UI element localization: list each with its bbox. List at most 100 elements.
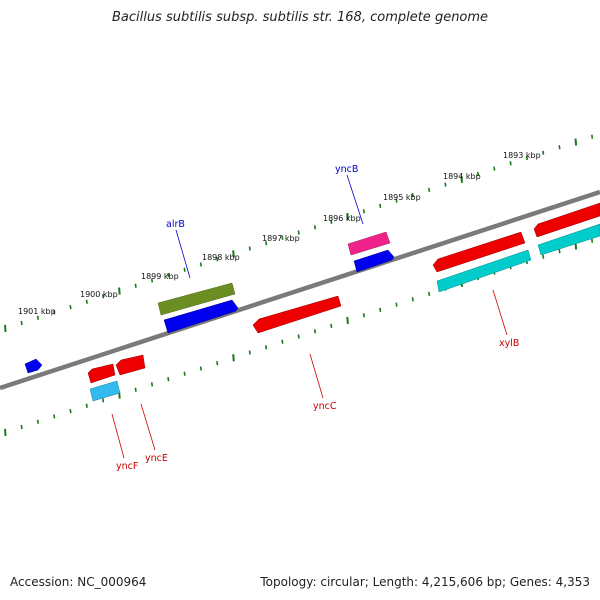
forward-scale-tick — [199, 262, 202, 267]
forward-scale-tick — [297, 230, 300, 235]
reverse-scale-tick — [134, 387, 137, 392]
gene-label-alrB: alrB — [166, 219, 185, 230]
reverse-features — [87, 202, 600, 402]
gene-label-yncF: yncF — [116, 461, 138, 472]
forward-scale-tick — [379, 203, 382, 209]
callout-line-yncF — [111, 413, 125, 459]
forward-scale-tick — [118, 287, 121, 295]
forward-scale-tick — [476, 171, 480, 177]
reverse-scale-tick — [330, 323, 333, 329]
accession-label: Accession: NC_000964 — [10, 575, 147, 589]
forward-scale-tick — [395, 198, 398, 203]
forward-scale-tick — [444, 182, 447, 187]
reverse-scale-tick — [85, 403, 88, 408]
genome-title: Bacillus subtilis subsp. subtilis str. 1… — [111, 10, 489, 25]
callout-line-xylB — [492, 289, 508, 336]
reverse-scale-tick — [199, 366, 202, 371]
reverse-scale-tick — [4, 428, 7, 436]
forward-scale-tick — [330, 219, 333, 225]
forward-scale-tick — [53, 310, 56, 315]
scale-label: 1900 kbp — [80, 290, 118, 299]
callout-line-yncE — [140, 403, 156, 451]
gene-label-yncC: yncC — [313, 401, 337, 412]
reverse-scale-tick — [395, 302, 398, 307]
reverse-scale-tick — [216, 360, 219, 366]
forward-features — [24, 231, 395, 374]
topology-summary: Topology: circular; Length: 4,215,606 bp… — [260, 575, 590, 589]
forward-scale-tick — [509, 161, 512, 166]
reverse-scale-tick — [232, 354, 235, 362]
forward-scale-ticks — [4, 134, 594, 332]
reverse-scale-tick — [362, 313, 365, 318]
scale-label: 1898 kbp — [202, 253, 240, 262]
gene-block-right-gene[interactable] — [537, 223, 600, 256]
forward-scale-tick — [460, 175, 463, 183]
callout-line-yncC — [309, 353, 324, 399]
gene-block-right-cds[interactable] — [533, 202, 600, 238]
forward-scale-tick — [20, 320, 23, 326]
gene-block-yncF-small[interactable] — [89, 380, 121, 402]
reverse-scale-tick — [183, 371, 186, 376]
gene-block-yncC-cds[interactable] — [252, 295, 342, 334]
reverse-scale-tick — [69, 408, 72, 414]
gene-label-xylB: xylB — [499, 338, 519, 349]
gene-block-yncE-cds[interactable] — [115, 354, 146, 376]
gene-label-yncB: yncB — [335, 164, 358, 175]
forward-scale-tick — [574, 138, 578, 146]
forward-scale-tick — [542, 150, 545, 155]
forward-scale-tick — [102, 294, 105, 299]
reverse-scale-tick — [248, 350, 251, 355]
reverse-scale-tick — [379, 307, 382, 313]
gene-block-yncF-cds[interactable] — [87, 363, 116, 384]
reverse-scale-tick — [150, 382, 154, 387]
forward-scale-tick — [134, 283, 137, 288]
scale-label: 1895 kbp — [383, 193, 421, 202]
reverse-scale-tick — [346, 316, 349, 325]
callout-lines — [111, 174, 508, 459]
forward-scale-tick — [591, 134, 594, 139]
forward-scale-tick — [265, 241, 268, 246]
forward-scale-tick — [493, 166, 496, 171]
genome-backbone — [0, 189, 600, 391]
forward-scale-tick — [428, 187, 431, 193]
reverse-scale-tick — [297, 334, 300, 339]
forward-scale-tick — [232, 250, 235, 258]
scale-label: 1901 kbp — [18, 307, 56, 316]
forward-scale-tick — [216, 256, 219, 262]
reverse-scale-tick — [428, 291, 431, 297]
reverse-scale-tick — [411, 297, 414, 302]
forward-scale-tick — [411, 193, 414, 198]
callout-line-alrB — [175, 229, 191, 279]
gene-block-yncB-cds[interactable] — [353, 249, 395, 273]
scale-label: 1893 kbp — [503, 151, 541, 160]
reverse-scale-tick — [53, 414, 56, 419]
forward-scale-tick — [4, 324, 7, 332]
forward-scale-tick — [85, 299, 88, 304]
gene-block-xylB-cds[interactable] — [432, 231, 526, 273]
forward-scale-tick — [183, 267, 186, 272]
forward-scale-tick — [362, 209, 365, 214]
reverse-scale-tick — [265, 345, 268, 350]
gene-block-xylB-gene[interactable] — [436, 249, 532, 293]
reverse-scale-tick — [591, 238, 594, 243]
forward-scale-tick — [281, 235, 284, 240]
scale-label: 1899 kbp — [141, 272, 179, 281]
reverse-scale-tick — [558, 249, 561, 254]
gene-block-alrB-cds[interactable] — [163, 299, 239, 334]
forward-scale-tick — [167, 272, 170, 278]
forward-scale-tick — [346, 212, 349, 221]
gene-block-small-forward[interactable] — [24, 358, 43, 374]
scale-label: 1896 kbp — [323, 214, 361, 223]
gene-block-alrB-gene[interactable] — [157, 282, 236, 316]
forward-scale-tick — [248, 246, 251, 251]
forward-scale-tick — [69, 304, 72, 310]
reverse-scale-tick — [167, 376, 170, 382]
reverse-scale-tick — [102, 398, 105, 403]
gene-labels: alrB yncB yncF yncE yncC xylB — [116, 164, 519, 472]
forward-scale-tick — [150, 278, 154, 283]
gene-block-yncB-rna[interactable] — [347, 231, 391, 256]
scale-label: 1897 kbp — [262, 234, 300, 243]
scale-labels: 1901 kbp 1900 kbp 1899 kbp 1898 kbp 1897 kbp… — [18, 151, 541, 316]
callout-line-yncB — [346, 174, 364, 225]
